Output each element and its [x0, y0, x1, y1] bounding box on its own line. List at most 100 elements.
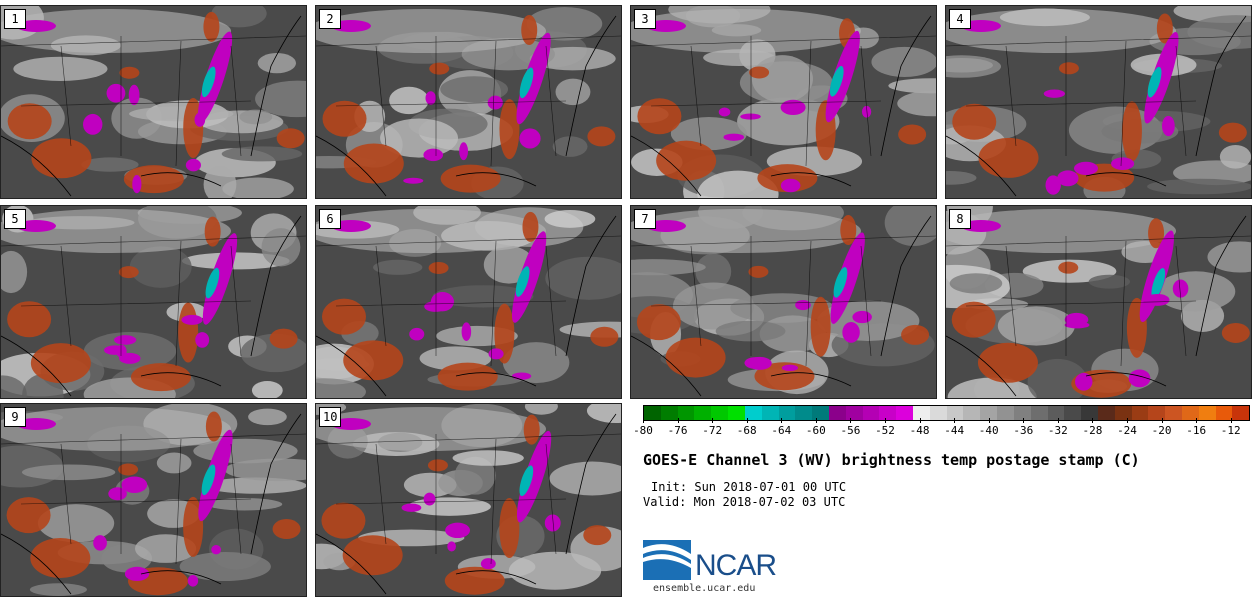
- colorbar-tick-label: -48: [909, 424, 930, 437]
- cold-cloud: [401, 503, 422, 512]
- moisture-patch: [997, 306, 1075, 346]
- cold-cloud: [511, 372, 532, 380]
- moisture-patch: [222, 177, 294, 198]
- colorbar-tick: [850, 418, 852, 423]
- colorbar-tick: [643, 418, 644, 423]
- moisture-patch: [207, 498, 283, 511]
- coastline: [946, 15, 1247, 197]
- colorbar-tick: [1196, 418, 1198, 423]
- panel-number: 5: [4, 209, 26, 229]
- border-lines: [946, 35, 1251, 167]
- cold-cloud: [194, 112, 206, 127]
- panel-number: 4: [949, 9, 971, 29]
- dry-region: [321, 502, 366, 539]
- cold-cloud: [445, 522, 471, 539]
- dry-region: [523, 414, 540, 445]
- cold-cloud: [781, 364, 799, 372]
- moisture-patch: [695, 253, 732, 290]
- panel-map: [631, 6, 936, 198]
- moisture-patch: [1219, 144, 1251, 169]
- cold-cloud: [459, 142, 469, 161]
- cold-core: [519, 67, 534, 99]
- cold-cloud: [1162, 115, 1175, 137]
- colorbar-cell: [694, 406, 712, 420]
- moisture-patch: [239, 109, 273, 125]
- cold-cloud: [106, 83, 126, 103]
- dry-region: [7, 103, 52, 140]
- dry-region: [427, 459, 448, 472]
- cold-cloud: [1172, 279, 1189, 298]
- cold-cloud: [747, 356, 772, 370]
- coastline: [631, 215, 932, 397]
- cold-cloud: [121, 476, 148, 493]
- colorbar-tick-label: -28: [1082, 424, 1103, 437]
- dry-region: [204, 216, 221, 247]
- member-panel-3: 3: [630, 5, 937, 199]
- moisture-patch: [703, 49, 776, 67]
- colorbar-tick-label: -52: [875, 424, 895, 437]
- cold-cloud: [124, 566, 150, 582]
- cold-cloud: [1111, 157, 1135, 170]
- dry-region: [437, 362, 498, 391]
- cold-cloud: [961, 20, 1001, 32]
- cold-cloud: [1128, 369, 1151, 388]
- dry-region: [840, 215, 857, 246]
- dry-region: [637, 98, 682, 135]
- cold-cloud: [211, 544, 222, 555]
- moisture-patch: [884, 206, 936, 247]
- cold-cloud: [461, 322, 472, 341]
- colorbar-cell: [828, 406, 846, 420]
- cold-cloud: [511, 231, 547, 323]
- moisture-patch: [21, 464, 116, 481]
- cold-cloud: [16, 220, 56, 232]
- border-lines: [316, 235, 621, 367]
- moisture-patch: [452, 450, 524, 466]
- colorbar-cell: [1047, 406, 1065, 420]
- moisture-patch: [224, 458, 306, 482]
- colorbar-tick-label: -12: [1220, 424, 1241, 437]
- dry-region: [590, 326, 619, 347]
- panel-map: [316, 206, 621, 398]
- coastline: [316, 413, 617, 595]
- colorbar-tick-label: -24: [1117, 424, 1137, 437]
- moisture-patch: [81, 157, 139, 172]
- member-panel-6: 6: [315, 205, 622, 399]
- colorbar-cell: [1232, 406, 1250, 420]
- cold-cloud: [1073, 161, 1099, 175]
- cold-cloud: [1043, 89, 1065, 98]
- cold-cloud: [830, 232, 865, 324]
- panel-map: [946, 6, 1251, 198]
- moisture-patch: [1088, 274, 1131, 289]
- cold-cloud: [646, 20, 686, 32]
- cold-cloud: [113, 335, 137, 345]
- cold-cloud: [519, 128, 541, 149]
- moisture-patch: [631, 209, 861, 253]
- dry-region: [754, 362, 815, 391]
- cold-cloud: [119, 352, 141, 364]
- colorbar-cell: [761, 406, 779, 420]
- cold-core: [201, 464, 216, 496]
- moisture-patch: [37, 504, 115, 543]
- colorbar-cell: [929, 406, 947, 420]
- dry-region: [952, 103, 997, 140]
- cold-cloud: [430, 292, 455, 312]
- cold-cloud: [83, 113, 103, 135]
- colorbar-cell: [862, 406, 880, 420]
- border-lines: [1, 433, 306, 565]
- init-time: Init: Sun 2018-07-01 00 UTC: [651, 480, 847, 494]
- cold-cloud: [718, 107, 731, 117]
- panel-number: 9: [4, 407, 26, 427]
- dry-region: [499, 99, 520, 160]
- colorbar-tick-label: -76: [667, 424, 688, 437]
- colorbar-tick-label: -32: [1047, 424, 1068, 437]
- moisture-patch: [897, 90, 936, 117]
- colorbar-cell: [812, 406, 829, 420]
- moisture-patch: [316, 9, 546, 53]
- colorbar-cell: [711, 406, 729, 420]
- colorbar-cell: [913, 406, 930, 420]
- moisture-patch: [552, 136, 588, 157]
- cold-core: [1151, 268, 1166, 299]
- colorbar-tick-label: -44: [944, 424, 965, 437]
- colorbar-ticks: -80 -76 -72 -68 -64 -60 -56 -52 -48 -44 -40 -36 -32 -…: [633, 418, 1248, 448]
- coastline: [316, 15, 617, 197]
